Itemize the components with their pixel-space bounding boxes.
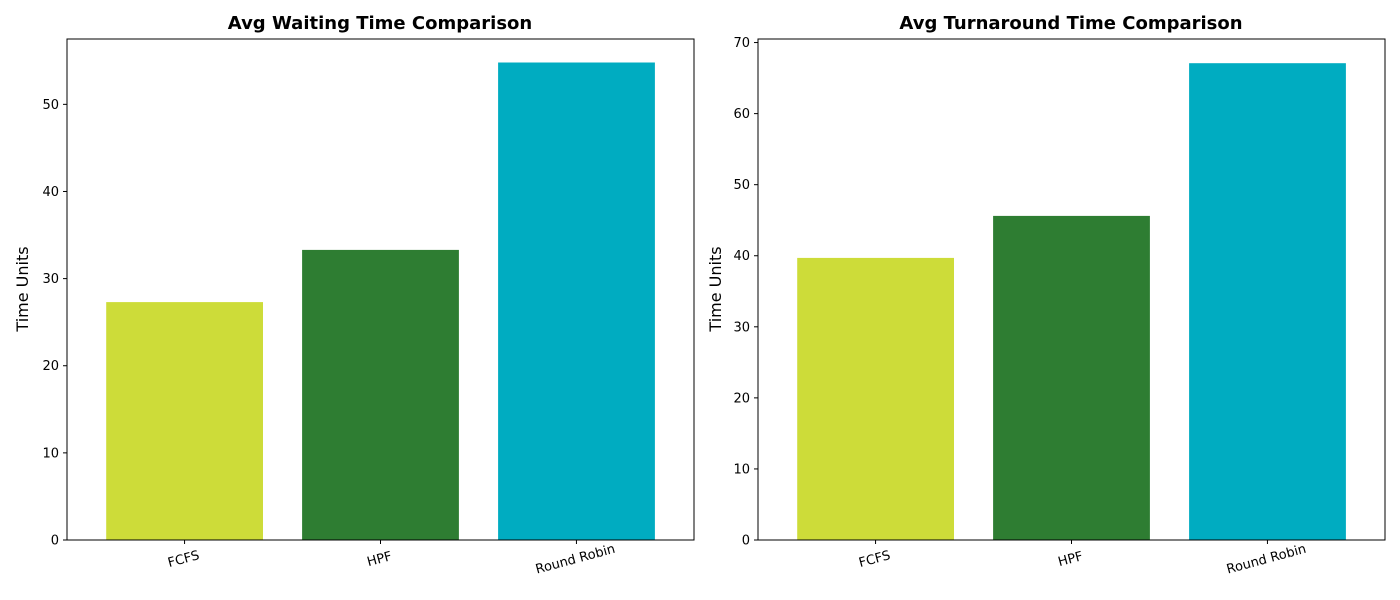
chart-title: Avg Turnaround Time Comparison	[899, 13, 1242, 34]
y-axis-label: Time Units	[13, 246, 32, 332]
bar-fcfs	[106, 302, 263, 540]
x-tick-label: Round Robin	[534, 542, 617, 578]
y-tick-label: 30	[42, 272, 59, 287]
bar-fcfs	[797, 257, 954, 540]
x-tick-label: FCFS	[166, 548, 201, 571]
y-tick-label: 50	[42, 98, 59, 113]
x-tick-label: HPF	[1057, 549, 1085, 570]
y-tick-label: 20	[42, 359, 59, 374]
y-tick-label: 50	[733, 178, 750, 193]
y-tick-label: 0	[51, 534, 59, 549]
x-tick-label: FCFS	[857, 548, 892, 571]
y-tick-label: 70	[733, 36, 750, 51]
y-tick-label: 0	[742, 534, 750, 549]
bar-round-robin	[1189, 63, 1346, 540]
y-tick-label: 10	[733, 462, 750, 477]
y-tick-label: 60	[733, 107, 750, 122]
x-tick-label: Round Robin	[1225, 542, 1308, 578]
chart-title: Avg Waiting Time Comparison	[228, 13, 532, 34]
plot-area: 0 10 20 30 40 50 FCFS HPF Round Robin	[42, 38, 695, 578]
bar-round-robin	[498, 62, 655, 540]
bar-hpf	[302, 249, 459, 540]
y-tick-label: 20	[733, 391, 750, 406]
bar-hpf	[993, 215, 1150, 540]
y-tick-label: 40	[733, 249, 750, 264]
y-tick-label: 40	[42, 185, 59, 200]
turnaround-time-chart: Avg Turnaround Time Comparison Time Unit…	[706, 13, 1386, 578]
y-tick-label: 30	[733, 320, 750, 335]
waiting-time-chart: Avg Waiting Time Comparison Time Units 0…	[13, 13, 695, 578]
plot-area: 0 10 20 30 40 50 60 70 FCFS HPF Round Robin	[733, 36, 1386, 578]
y-tick-label: 10	[42, 446, 59, 461]
x-tick-label: HPF	[366, 549, 394, 570]
y-axis-label: Time Units	[706, 246, 725, 332]
